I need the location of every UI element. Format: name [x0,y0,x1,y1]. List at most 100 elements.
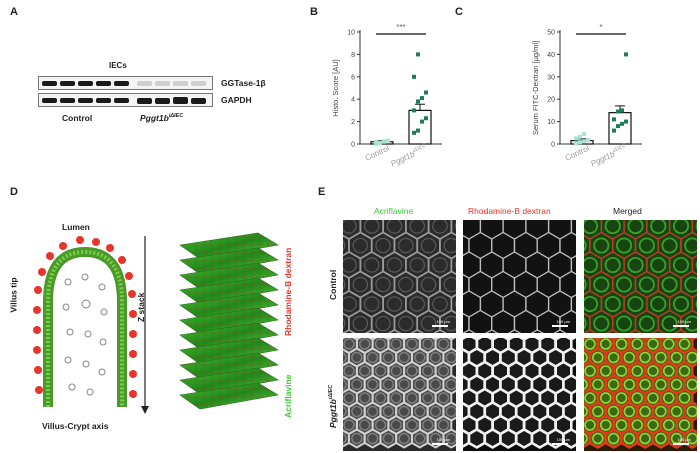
cell-inner [627,256,644,274]
row-control: Control [328,269,338,300]
cell-inner [616,237,633,254]
cell-inner [406,392,418,404]
data-point [582,131,586,136]
zstack-layer-net [180,383,278,409]
bar [608,112,632,145]
data-point [374,139,378,144]
cell-inner [445,351,456,364]
zstack-layer-net [180,308,278,334]
cell-inner [422,419,434,431]
cell-inner [398,378,410,391]
cell-inner [406,338,418,350]
cell-inner [366,432,379,445]
cell-inner [420,237,437,254]
cell-inner [420,276,437,293]
cell-inner [343,419,355,431]
blot-ggtase [38,76,213,90]
cell-inner [352,315,369,332]
cell-inner [650,220,667,235]
cell-outline [530,427,549,450]
cell-inner [382,432,395,445]
cell-inner [599,392,612,404]
cell-inner [672,295,690,313]
cell-inner [670,405,683,418]
cell-inner [593,315,610,332]
y-axis-title: Histo. Score [AU] [331,59,340,117]
cell-inner [607,432,620,445]
cell-inner [592,351,604,364]
y-tick-label: 4 [351,97,355,104]
image-control-acriflavine: 100 µm [343,220,456,333]
cell-inner [429,351,442,364]
cell-inner [374,365,387,377]
cell-inner [375,315,391,332]
cell-inner [615,365,628,377]
cell-inner [343,352,347,363]
col-merged: Merged [613,206,642,216]
cell-inner [639,405,651,418]
cell-inner [437,338,450,350]
cell-inner [672,220,690,235]
data-point [582,139,586,144]
cell-outline [485,329,499,333]
cell-outline [691,294,697,314]
cell-inner [374,419,387,431]
data-point [416,99,420,104]
data-point [416,128,420,133]
panel-e-label: E [318,186,326,198]
cell-inner [443,237,456,254]
cell-inner [584,379,588,390]
cell-inner [359,365,371,377]
zstack-acriflavine-label: Acriflavine [283,374,293,418]
data-point [420,119,424,124]
villus-epithelium [43,246,127,407]
cell-inner [670,378,683,391]
data-point [612,128,616,133]
cell-inner [638,315,655,332]
blot-gapdh [38,93,213,107]
cell-inner [584,352,588,363]
significance-label: *** [396,23,405,32]
cell-inner [655,405,667,418]
cell-inner [615,338,628,350]
chart-b: 0 2 4 6 8 10 Histo. Score [AU] ControlPggt1biΔI… [331,23,442,168]
data-point [620,121,624,126]
data-point [420,96,424,101]
cell-inner [398,351,410,364]
cell-inner [343,220,357,234]
data-point [424,116,428,121]
cell-outline [450,254,456,276]
y-tick-label: 10 [347,30,355,37]
panel-a-label: A [10,6,18,18]
cell-inner [599,419,612,431]
cell-inner [655,378,667,391]
cell-inner [390,419,402,431]
cell-inner [639,378,651,391]
data-point [624,52,628,57]
cell-inner [678,419,691,431]
cell-inner [343,433,347,444]
data-point [412,108,416,113]
cell-inner [382,405,395,418]
cell-outline [570,294,576,314]
cell-inner [343,365,355,377]
cell-inner [422,365,434,377]
significance-label: * [599,23,602,32]
blot-title: IECs [109,61,127,70]
cell-inner [398,432,410,445]
cell-inner [631,338,643,350]
zstack-layer-net [180,278,278,304]
cell-inner [390,365,402,377]
cell-inner [639,351,651,364]
cell-inner [398,315,414,332]
cell-inner [663,338,675,350]
cell-outline [570,255,576,275]
cell-inner [343,278,346,291]
panel-d-label: D [10,186,18,198]
bar [408,109,432,145]
cell-inner [343,379,347,390]
zstack-arrow [141,236,149,414]
cell-inner [343,392,355,404]
cell-inner [615,419,628,431]
cell-inner [623,378,636,391]
